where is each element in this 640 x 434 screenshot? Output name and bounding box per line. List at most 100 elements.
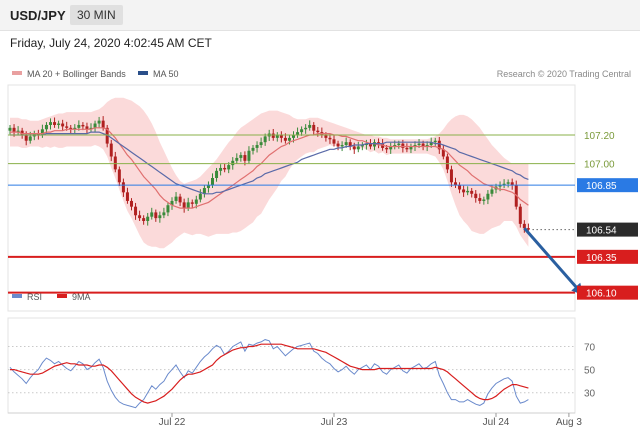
- candle: [437, 140, 441, 150]
- candle: [69, 127, 73, 130]
- candle: [470, 190, 474, 194]
- candle: [186, 202, 190, 209]
- candle: [49, 122, 52, 125]
- candle: [300, 129, 304, 133]
- candle: [109, 143, 113, 157]
- candle: [24, 135, 28, 141]
- candle: [174, 196, 178, 201]
- projection-arrow-line: [523, 227, 583, 294]
- candle: [332, 139, 336, 144]
- candle: [449, 169, 453, 183]
- candle: [85, 126, 89, 130]
- rsi-legend-swatch: [12, 294, 22, 298]
- level-badge-106.54: [577, 222, 638, 237]
- candle: [454, 182, 457, 186]
- candle: [211, 178, 214, 186]
- credit-label: Research © 2020 Trading Central: [497, 69, 631, 79]
- candle: [328, 137, 332, 140]
- level-badge-106.85: [577, 178, 638, 193]
- candle: [65, 126, 69, 128]
- candle: [12, 127, 16, 133]
- candle: [243, 155, 247, 161]
- candle: [458, 185, 462, 190]
- candle: [296, 132, 300, 135]
- candle: [352, 146, 356, 150]
- candle: [97, 120, 101, 124]
- candle: [502, 183, 506, 186]
- price-panel: [7, 84, 576, 312]
- candle: [405, 147, 409, 150]
- candle: [146, 216, 150, 221]
- candle: [57, 123, 61, 125]
- candle: [158, 215, 162, 219]
- candle: [336, 143, 340, 147]
- candle: [409, 146, 413, 150]
- candle: [255, 145, 259, 148]
- candle: [356, 146, 360, 150]
- bb-legend-swatch: [12, 71, 22, 75]
- candle: [312, 124, 316, 131]
- candle: [433, 140, 437, 143]
- rsi-legend-label: RSI: [27, 292, 42, 302]
- candle: [206, 185, 210, 189]
- candle: [194, 199, 198, 204]
- level-label-106.35: 106.35: [586, 253, 617, 264]
- x-tick-label: Jul 22: [159, 417, 186, 428]
- rsi-ma-line: [10, 343, 529, 404]
- ma50-legend-swatch: [138, 71, 148, 75]
- candle: [231, 160, 235, 166]
- candle: [239, 155, 243, 158]
- candle: [377, 142, 381, 144]
- candle: [170, 200, 174, 206]
- candle: [417, 143, 421, 146]
- candle: [441, 149, 445, 157]
- candle: [308, 124, 312, 128]
- legend: MA 20 + Bollinger Bands MA 50 Research ©…: [12, 69, 631, 302]
- candle: [113, 156, 117, 170]
- candle: [381, 143, 385, 148]
- candle: [373, 142, 376, 147]
- candle: [401, 143, 405, 148]
- candle: [486, 193, 490, 200]
- rsi-tick-label: 70: [584, 343, 596, 354]
- candle: [125, 192, 129, 201]
- chart-header: USD/JPY 30 MIN: [0, 0, 640, 31]
- candle: [16, 130, 20, 133]
- ma50-legend-label: MA 50: [153, 69, 179, 79]
- candle: [421, 143, 425, 147]
- candle: [215, 170, 219, 178]
- candle: [73, 127, 77, 130]
- candle: [510, 182, 514, 186]
- candle: [263, 136, 267, 143]
- candle: [389, 146, 393, 150]
- candle: [28, 136, 32, 141]
- candle: [364, 143, 368, 146]
- price-panel-border: [7, 84, 576, 312]
- candle: [445, 156, 449, 170]
- candle: [130, 200, 133, 207]
- candle: [134, 206, 138, 216]
- candle: [429, 142, 433, 146]
- candle: [368, 143, 372, 147]
- candle: [316, 130, 320, 133]
- timeframe-button[interactable]: 30 MIN: [70, 5, 123, 25]
- level-label-106.85: 106.85: [586, 181, 617, 192]
- candle: [8, 127, 12, 131]
- candle: [283, 137, 287, 141]
- candle: [182, 202, 186, 209]
- candle: [117, 169, 121, 183]
- candle: [518, 206, 522, 224]
- candle: [247, 150, 251, 161]
- candle: [44, 124, 48, 130]
- candle: [219, 167, 223, 171]
- candle: [413, 145, 417, 147]
- candle: [259, 142, 263, 146]
- rsi-line: [9, 339, 529, 409]
- candle: [36, 133, 40, 135]
- candle: [304, 127, 308, 130]
- candle: [251, 147, 255, 151]
- candle: [77, 124, 81, 128]
- candle: [20, 130, 24, 135]
- candle: [202, 188, 206, 194]
- candle: [526, 228, 530, 230]
